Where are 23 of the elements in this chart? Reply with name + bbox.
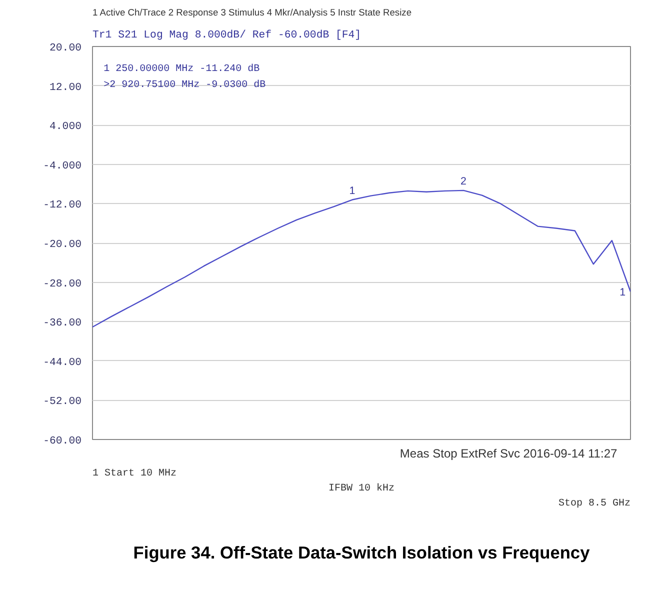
y-tick-label: 20.00 xyxy=(50,42,82,54)
text: Meas Stop ExtRef Svc 2016-09-14 11:27 xyxy=(400,446,618,460)
y-tick-label: 12.00 xyxy=(50,82,82,94)
y-tick-label: -4.000 xyxy=(43,160,82,172)
annotation: >2 920.75100 MHz -9.0300 dB xyxy=(104,78,266,91)
text: Stop 8.5 GHz xyxy=(558,498,631,510)
annotation: 2 xyxy=(460,175,467,188)
y-tick-label: -52.00 xyxy=(43,396,82,408)
chart-subtitle: Tr1 S21 Log Mag 8.000dB/ Ref -60.00dB [F4] xyxy=(92,30,362,42)
annotation: 1 xyxy=(620,286,626,299)
annotation: 1 250.00000 MHz -11.240 dB xyxy=(104,63,260,76)
y-tick-label: -28.00 xyxy=(43,278,82,290)
y-tick-label: -12.00 xyxy=(43,200,82,212)
y-tick-label: -60.00 xyxy=(43,436,82,448)
text: IFBW 10 kHz xyxy=(328,482,395,494)
y-tick-label: 4.000 xyxy=(50,121,82,134)
text: 1 Active Ch/Trace 2 Response 3 Stimulus 4 Mkr/Analysis 5 Instr State Resize xyxy=(92,8,412,18)
text: Figure 34. Off-State Data-Switch Isolation vs Frequency xyxy=(133,542,590,562)
y-tick-label: -36.00 xyxy=(43,318,82,330)
text: 1 Start 10 MHz xyxy=(92,468,177,480)
y-tick-label: -44.00 xyxy=(43,356,82,369)
annotation: 1 xyxy=(349,184,356,197)
y-tick-label: -20.00 xyxy=(43,239,82,251)
